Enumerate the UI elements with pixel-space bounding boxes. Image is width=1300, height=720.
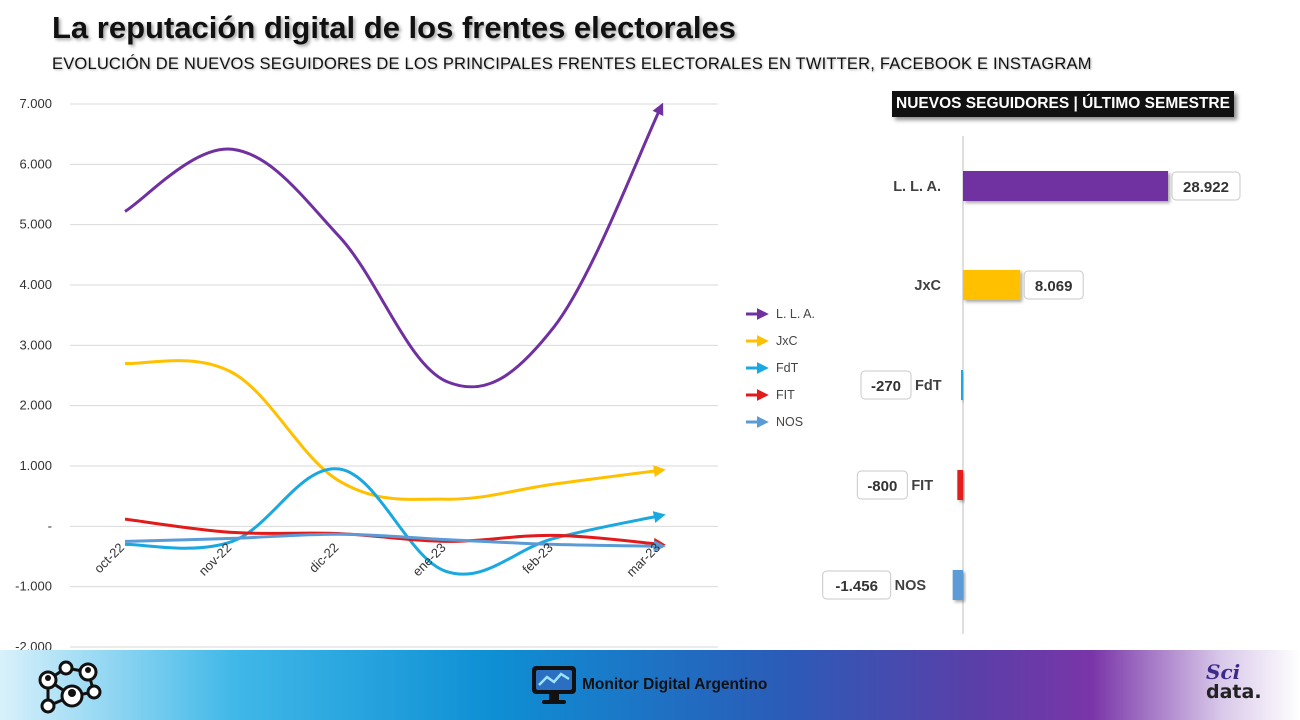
bar — [957, 470, 963, 500]
y-tick-label: - — [48, 518, 52, 533]
series-line-fdt — [124, 467, 666, 576]
value-label-box — [1171, 171, 1241, 201]
legend-label: FdT — [776, 361, 799, 375]
series-line-fit — [124, 517, 666, 550]
y-tick-label: 2.000 — [19, 398, 52, 413]
footer-brand: Monitor Digital Argentino — [582, 676, 768, 693]
page-subtitle: EVOLUCIÓN DE NUEVOS SEGUIDORES DE LOS PR… — [52, 55, 1092, 73]
bar — [963, 171, 1168, 201]
legend-label: JxC — [776, 334, 798, 348]
footer-banner: Monitor Digital Argentino Sci data. — [0, 650, 1300, 720]
y-tick-label: 4.000 — [19, 277, 52, 292]
bar — [961, 370, 963, 400]
bar-value-label: 8.069 — [1035, 278, 1073, 295]
logo-sci-text: Sci — [1206, 660, 1241, 684]
bar-category-label: FdT — [915, 378, 942, 394]
value-label-box — [1023, 270, 1084, 300]
bar-chart: L. L. A. 28.922 JxC 8.069 FdT -270 FIT -800 NOS -… — [822, 136, 1241, 634]
bar-value-label: -800 — [867, 478, 897, 495]
value-label-box — [856, 470, 908, 500]
x-tick-label: oct-22 — [91, 540, 127, 576]
bar-value-label: -270 — [871, 378, 901, 395]
y-tick-label: 6.000 — [19, 156, 52, 171]
legend-label: FIT — [776, 388, 795, 402]
bar — [952, 570, 963, 600]
y-tick-label: -1.000 — [15, 579, 52, 594]
bar-value-label: 28.922 — [1183, 179, 1229, 196]
series-line-jxc — [124, 359, 666, 501]
bar-category-label: L. L. A. — [893, 179, 941, 195]
bar — [963, 270, 1021, 300]
bar-category-label: NOS — [895, 578, 927, 594]
value-label-box — [822, 570, 892, 600]
bar-value-label: -1.456 — [835, 578, 878, 595]
y-tick-label: 3.000 — [19, 337, 52, 352]
legend-label: NOS — [776, 415, 803, 429]
monitor-chart-icon — [532, 666, 576, 704]
bar-chart-title: NUEVOS SEGUIDORES | ÚLTIMO SEMESTRE — [892, 91, 1234, 117]
scidata-logo: Sci data. — [1206, 662, 1266, 702]
y-tick-label: 1.000 — [19, 458, 52, 473]
bar-category-label: FIT — [911, 478, 933, 494]
page-title: La reputación digital de los frentes ele… — [52, 10, 736, 45]
y-tick-label: 5.000 — [19, 217, 52, 232]
legend-label: L. L. A. — [776, 307, 815, 321]
value-label-box — [860, 370, 912, 400]
line-chart: 7.000 6.000 5.000 4.000 3.000 2.000 1.000 - -1.0… — [15, 96, 815, 654]
series-line-nos — [124, 532, 666, 553]
logo-data-text: data. — [1206, 681, 1262, 703]
series-line-lla — [124, 102, 664, 389]
x-tick-label: dic-22 — [306, 540, 342, 576]
y-tick-label: 7.000 — [19, 96, 52, 111]
bar-category-label: JxC — [914, 278, 941, 294]
network-people-icon — [38, 660, 102, 714]
